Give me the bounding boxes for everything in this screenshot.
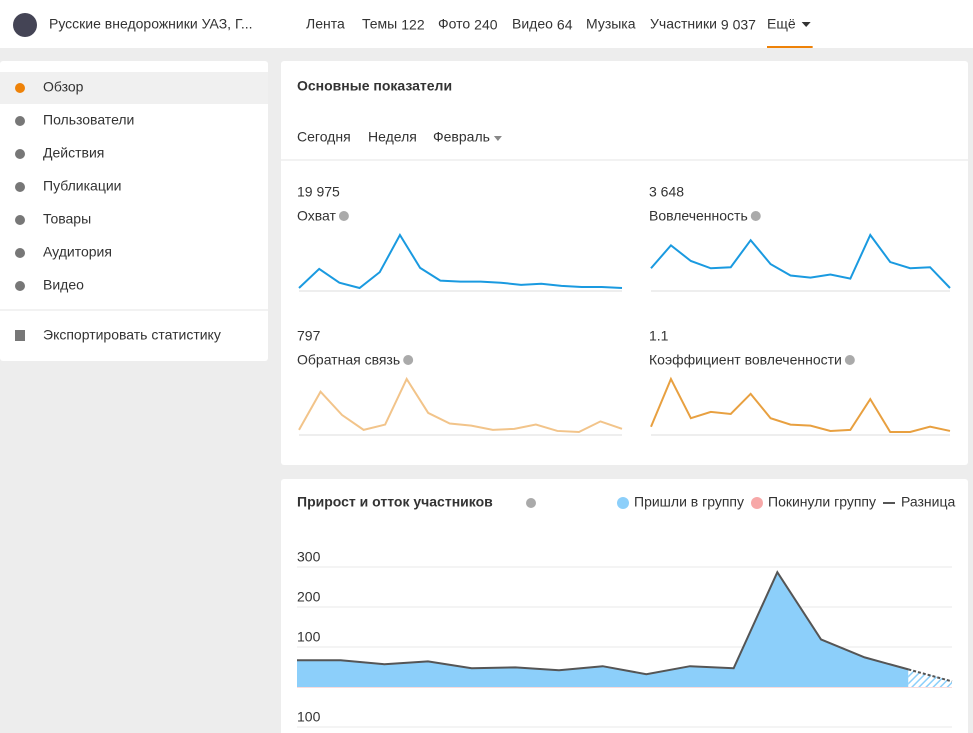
menu-item[interactable]: Пользователи — [43, 112, 134, 128]
metric-label: Обратная связь — [297, 352, 400, 368]
icon — [15, 281, 25, 291]
tab-underline — [767, 46, 813, 48]
y-tick-label: 200 — [297, 589, 321, 605]
help-icon[interactable] — [750, 211, 761, 221]
sparkline — [650, 233, 951, 289]
growth-card — [281, 479, 968, 733]
icon — [15, 116, 25, 126]
y-tick-label: 100 — [297, 629, 321, 645]
tab[interactable]: Видео — [512, 16, 553, 32]
avatar[interactable] — [13, 13, 37, 37]
icon — [15, 83, 25, 93]
icon — [15, 248, 25, 258]
line — [297, 570, 909, 676]
group-name[interactable]: Русские внедорожники УАЗ, Г... — [49, 16, 253, 32]
tab[interactable]: Фото — [438, 16, 470, 32]
period-tab[interactable]: Сегодня — [297, 129, 351, 145]
help-icon[interactable] — [403, 355, 414, 365]
menu-item[interactable]: Обзор — [43, 79, 84, 95]
metric-value: 797 — [297, 328, 321, 344]
tab[interactable]: Участники — [650, 16, 717, 32]
help-icon[interactable] — [844, 355, 855, 365]
menu-item[interactable]: Товары — [43, 211, 91, 227]
sparkline — [298, 376, 623, 434]
metric-value: 1.1 — [649, 328, 669, 344]
help-icon[interactable] — [338, 211, 349, 221]
period-tab[interactable]: Неделя — [368, 129, 417, 145]
legend-swatch — [617, 497, 629, 509]
legend-label[interactable]: Пришли в группу — [634, 494, 744, 510]
menu-item[interactable]: Экспортировать статистику — [43, 327, 221, 343]
sidebar — [0, 61, 268, 361]
card-title: Основные показатели — [297, 78, 452, 94]
menu-item[interactable]: Публикации — [43, 178, 121, 194]
icon — [15, 149, 25, 159]
chart-title: Прирост и отток участников — [297, 494, 493, 510]
area — [297, 571, 909, 687]
caret — [801, 22, 811, 27]
legend-label[interactable]: Разница — [901, 494, 955, 510]
line-incomplete — [908, 668, 953, 683]
tab-count: 64 — [557, 17, 573, 33]
sparkline — [650, 376, 951, 433]
legend-swatch — [751, 497, 763, 509]
period-tab[interactable]: Февраль — [433, 129, 490, 145]
caret — [493, 136, 502, 141]
tab[interactable]: Темы — [362, 16, 397, 32]
metric-label: Охват — [297, 208, 336, 224]
tab[interactable]: Музыка — [586, 16, 636, 32]
metric-label: Вовлеченность — [649, 208, 748, 224]
area-incomplete — [908, 669, 952, 687]
tab-count: 240 — [474, 17, 498, 33]
y-tick-label: 100 — [297, 709, 321, 725]
metric-value: 19 975 — [297, 184, 340, 200]
help-icon[interactable] — [526, 498, 536, 508]
icon — [15, 330, 25, 341]
y-tick-label: 300 — [297, 549, 321, 565]
header — [0, 0, 973, 48]
menu-item[interactable]: Действия — [43, 145, 104, 161]
metric-value: 3 648 — [649, 184, 684, 200]
legend-label[interactable]: Покинули группу — [768, 494, 876, 510]
stats-card — [281, 61, 968, 465]
sparkline — [298, 233, 623, 290]
active-item-bg — [0, 72, 268, 104]
tab[interactable]: Лента — [306, 16, 345, 32]
tab-count: 9 037 — [721, 17, 756, 33]
tab[interactable]: Ещё — [767, 16, 796, 32]
icon — [15, 182, 25, 192]
tab-count: 122 — [401, 17, 425, 33]
menu-item[interactable]: Аудитория — [43, 244, 112, 260]
icon — [15, 215, 25, 225]
menu-item[interactable]: Видео — [43, 277, 84, 293]
metric-label: Коэффициент вовлеченности — [649, 352, 842, 368]
